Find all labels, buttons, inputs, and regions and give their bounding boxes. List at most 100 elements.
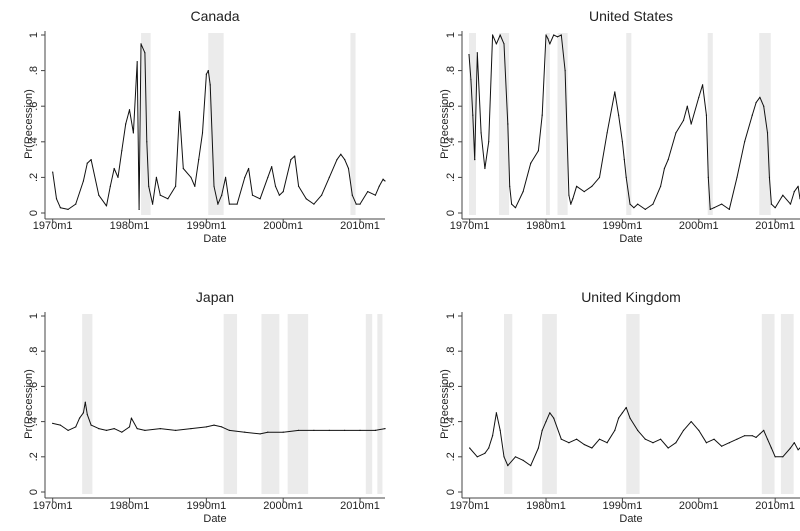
- data-point: [541, 114, 543, 116]
- data-point: [178, 110, 181, 113]
- data-point: [686, 105, 688, 107]
- data-point: [159, 428, 161, 430]
- data-point: [507, 123, 509, 125]
- y-tick-label: .8: [28, 347, 40, 356]
- x-tick-label: 1970m1: [450, 500, 490, 512]
- data-point: [382, 178, 384, 180]
- data-point: [175, 185, 177, 187]
- data-point: [652, 203, 654, 205]
- data-point: [488, 141, 490, 143]
- data-point: [67, 208, 69, 211]
- data-point: [755, 436, 757, 439]
- data-point: [509, 185, 511, 187]
- data-point: [136, 61, 138, 63]
- data-point: [570, 203, 572, 205]
- data-point: [344, 429, 346, 431]
- chart-title: Canada: [190, 8, 239, 24]
- y-tick-label: .4: [445, 417, 457, 426]
- data-point: [491, 34, 494, 36]
- data-point: [344, 159, 346, 161]
- data-point: [117, 176, 119, 178]
- recession-band: [287, 314, 309, 494]
- x-tick-label: 2010m1: [755, 500, 795, 512]
- data-point: [553, 417, 555, 419]
- data-point: [75, 426, 77, 428]
- data-point: [67, 429, 69, 431]
- data-point: [514, 456, 517, 458]
- data-point: [659, 438, 662, 440]
- recession-band: [557, 33, 568, 215]
- data-point: [797, 185, 799, 187]
- data-point: [793, 442, 795, 444]
- x-tick-label: 2000m1: [679, 500, 719, 512]
- data-point: [763, 429, 765, 431]
- series-line: [52, 401, 386, 435]
- x-tick-label: 2010m1: [340, 220, 380, 232]
- data-point: [682, 119, 685, 122]
- data-point: [274, 185, 277, 187]
- recession-band: [469, 33, 477, 215]
- data-point: [629, 203, 631, 205]
- data-point: [244, 176, 246, 178]
- data-point: [75, 203, 77, 205]
- data-point: [484, 452, 486, 454]
- x-tick-label: 1970m1: [450, 220, 490, 232]
- data-point: [766, 132, 769, 134]
- data-point: [488, 447, 490, 449]
- data-point: [476, 456, 478, 458]
- x-axis-label: Date: [619, 513, 642, 525]
- data-point: [294, 155, 296, 157]
- data-point: [159, 194, 161, 196]
- data-point: [469, 447, 471, 449]
- data-point: [59, 424, 61, 426]
- data-point: [614, 429, 616, 431]
- data-point: [709, 208, 711, 211]
- y-tick-label: .2: [445, 452, 457, 461]
- data-point: [770, 447, 772, 449]
- data-point: [359, 429, 361, 431]
- data-point: [86, 162, 88, 164]
- data-point: [568, 194, 570, 196]
- recession-band: [761, 314, 775, 494]
- data-point: [751, 114, 753, 116]
- recession-band: [141, 33, 151, 215]
- data-point: [271, 166, 273, 168]
- data-point: [759, 433, 761, 435]
- data-point: [297, 429, 300, 431]
- x-tick-label: 2010m1: [755, 220, 795, 232]
- series-line: [468, 34, 800, 210]
- data-point: [205, 426, 207, 428]
- y-tick-label: 0: [28, 210, 40, 216]
- data-point: [205, 73, 207, 75]
- data-point: [105, 429, 108, 431]
- data-point: [148, 185, 150, 187]
- data-point: [228, 203, 231, 205]
- x-tick-label: 1980m1: [526, 220, 566, 232]
- data-point: [744, 435, 746, 437]
- data-point: [547, 37, 549, 40]
- recession-band: [82, 314, 93, 494]
- data-point: [633, 207, 635, 209]
- data-point: [705, 442, 708, 444]
- data-point: [90, 424, 92, 426]
- data-point: [682, 429, 685, 431]
- data-point: [305, 198, 307, 200]
- recession-band: [626, 314, 640, 494]
- data-point: [78, 417, 81, 419]
- data-point: [698, 429, 700, 431]
- data-point: [675, 442, 677, 444]
- data-point: [744, 141, 746, 143]
- data-point: [575, 438, 578, 440]
- data-point: [537, 447, 539, 449]
- data-point: [713, 438, 715, 440]
- x-tick-label: 2000m1: [679, 220, 719, 232]
- data-point: [614, 91, 616, 93]
- data-point: [789, 203, 792, 205]
- x-axis-label: Date: [203, 233, 226, 245]
- data-point: [259, 433, 261, 435]
- data-point: [621, 141, 624, 143]
- data-point: [564, 70, 566, 72]
- y-tick-label: .6: [445, 102, 457, 111]
- data-point: [511, 203, 513, 205]
- data-point: [728, 442, 730, 444]
